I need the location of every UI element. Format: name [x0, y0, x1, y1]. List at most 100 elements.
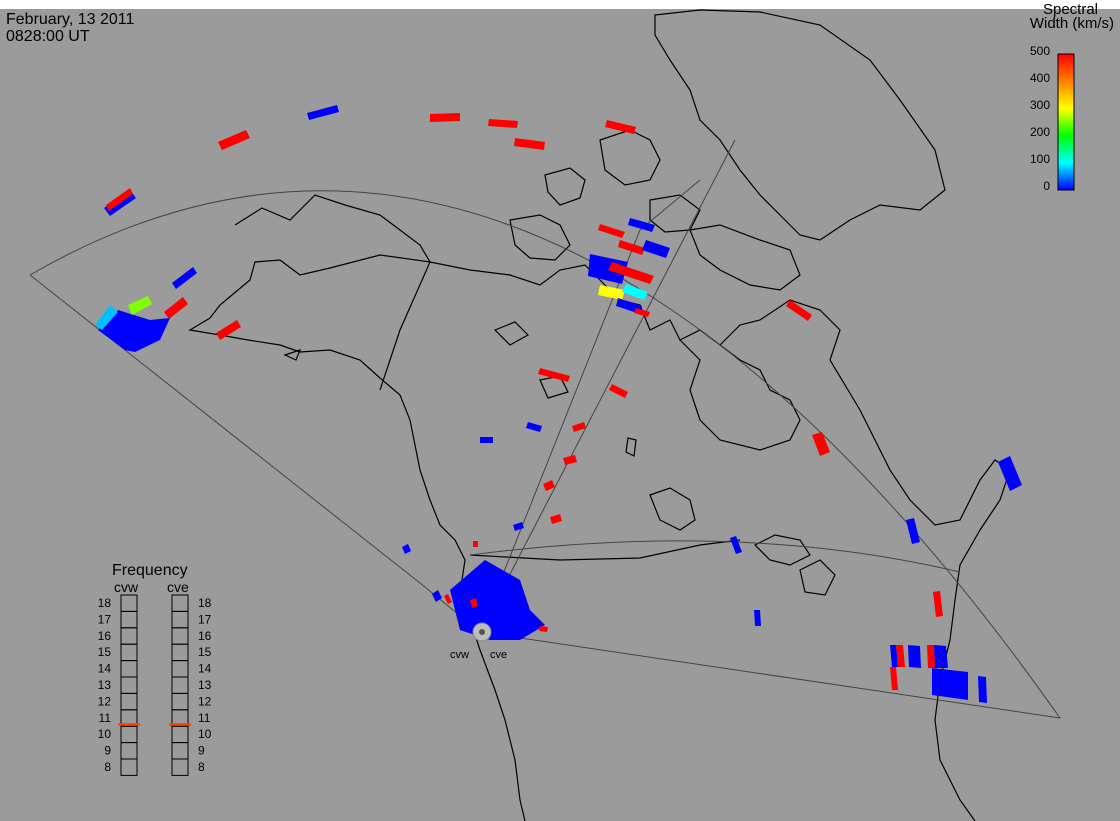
frequency-level-left: 14	[98, 662, 112, 676]
frequency-level-left: 9	[104, 744, 111, 758]
echo-cell	[609, 384, 628, 398]
echo-cell	[730, 536, 742, 554]
frequency-cell	[171, 742, 189, 760]
frequency-cell	[120, 610, 138, 629]
echo-cell	[98, 310, 170, 352]
echo-cell	[538, 368, 570, 382]
echo-cell	[450, 560, 545, 640]
frequency-level-right: 13	[198, 678, 212, 692]
frequency-level-left: 18	[98, 596, 112, 610]
echo-cell	[642, 240, 670, 258]
colorbar: Spectral Width (km/s) 500 400 300 200 10…	[1030, 1, 1114, 193]
frequency-cell	[120, 594, 138, 612]
echo-cell	[218, 130, 250, 150]
echo-cell	[890, 645, 898, 667]
echo-cell	[618, 240, 645, 255]
time-label: 0828:00 UT	[6, 28, 90, 45]
frequency-cell	[171, 660, 189, 678]
colorbar-tick: 200	[1030, 125, 1050, 139]
radar-label-cvw: cvw	[450, 649, 469, 661]
echo-cell	[432, 590, 442, 602]
echo-cell	[927, 645, 935, 668]
frequency-level-left: 16	[98, 629, 112, 643]
echo-cell	[473, 541, 478, 547]
colorbar-title-line1: Spectral	[1043, 1, 1098, 18]
date-label: February, 13 2011	[6, 11, 134, 28]
radar-label-cve: cve	[490, 649, 507, 661]
echo-cell	[890, 667, 898, 690]
echo-cell	[608, 262, 654, 284]
echo-cell	[164, 297, 188, 319]
frequency-cell	[120, 660, 138, 678]
colorbar-gradient	[1057, 53, 1075, 191]
frequency-cell	[171, 758, 189, 776]
colorbar-tick: 500	[1030, 44, 1050, 58]
frequency-level-right: 8	[198, 760, 205, 774]
top-strip	[0, 0, 1120, 9]
colorbar-tick: 400	[1030, 71, 1050, 85]
frequency-cell	[171, 627, 189, 645]
frequency-level-right: 16	[198, 629, 212, 643]
echo-cell	[786, 300, 812, 321]
radar-fov	[29, 139, 1061, 719]
echo-cell	[978, 676, 987, 703]
echo-cell	[543, 480, 555, 491]
echo-cell	[539, 626, 548, 632]
frequency-level-right: 15	[198, 645, 212, 659]
frequency-level-right: 12	[198, 694, 212, 708]
frequency-col-left: cvw	[114, 579, 139, 595]
echo-cell	[934, 645, 948, 668]
echo-cell	[906, 518, 920, 544]
echo-cell	[622, 284, 648, 300]
frequency-cell	[120, 676, 138, 694]
echo-cell	[430, 113, 460, 122]
echo-cell	[908, 645, 921, 668]
echo-cell	[932, 668, 968, 700]
colorbar-tick: 300	[1030, 98, 1050, 112]
frequency-panel: Frequency cvw cve 18 18 17 17 16 16 15 15 14 14 13…	[98, 562, 212, 776]
echo-cell	[634, 308, 650, 317]
frequency-level-left: 17	[98, 612, 112, 626]
echo-cell	[605, 120, 636, 134]
frequency-level-left: 11	[99, 711, 112, 725]
echo-cell	[514, 138, 545, 150]
echo-cell	[128, 296, 152, 315]
frequency-cell	[171, 643, 189, 662]
frequency-cell	[120, 692, 138, 711]
frequency-level-right: 14	[198, 662, 212, 676]
frequency-title: Frequency	[112, 562, 188, 579]
frequency-level-left: 10	[98, 727, 112, 741]
echo-cell	[172, 267, 197, 289]
frequency-scale: 18 18 17 17 16 16 15 15 14 14 13 13 12 12 11 11 10 10 9 9 8 8	[98, 594, 212, 776]
echo-cell	[998, 456, 1022, 491]
backscatter-cells	[95, 105, 1022, 703]
echo-cell	[95, 305, 118, 330]
frequency-cell	[171, 676, 189, 694]
frequency-cell	[120, 758, 138, 776]
frequency-level-right: 17	[198, 612, 212, 626]
frequency-level-left: 13	[98, 678, 112, 692]
frequency-col-right: cve	[167, 579, 189, 595]
frequency-level-left: 8	[104, 760, 111, 774]
echo-cell	[588, 254, 628, 284]
echo-cell	[307, 105, 339, 120]
echo-cell	[754, 610, 761, 626]
echo-cell	[216, 320, 241, 340]
echo-cell	[896, 645, 905, 667]
echo-cell	[106, 188, 133, 211]
echo-cell	[598, 224, 625, 238]
frequency-cell	[171, 692, 189, 711]
frequency-cell	[171, 725, 189, 744]
radar-site	[472, 622, 492, 642]
frequency-level-right: 11	[198, 711, 211, 725]
echo-cell	[402, 544, 411, 554]
echo-cell	[598, 285, 625, 300]
echo-cell	[444, 594, 452, 604]
frequency-cell	[171, 610, 189, 629]
frequency-level-right: 10	[198, 727, 212, 741]
coastlines	[188, 9, 1011, 821]
frequency-cell	[120, 627, 138, 645]
echo-cell	[480, 437, 493, 443]
colorbar-tick: 100	[1030, 152, 1050, 166]
